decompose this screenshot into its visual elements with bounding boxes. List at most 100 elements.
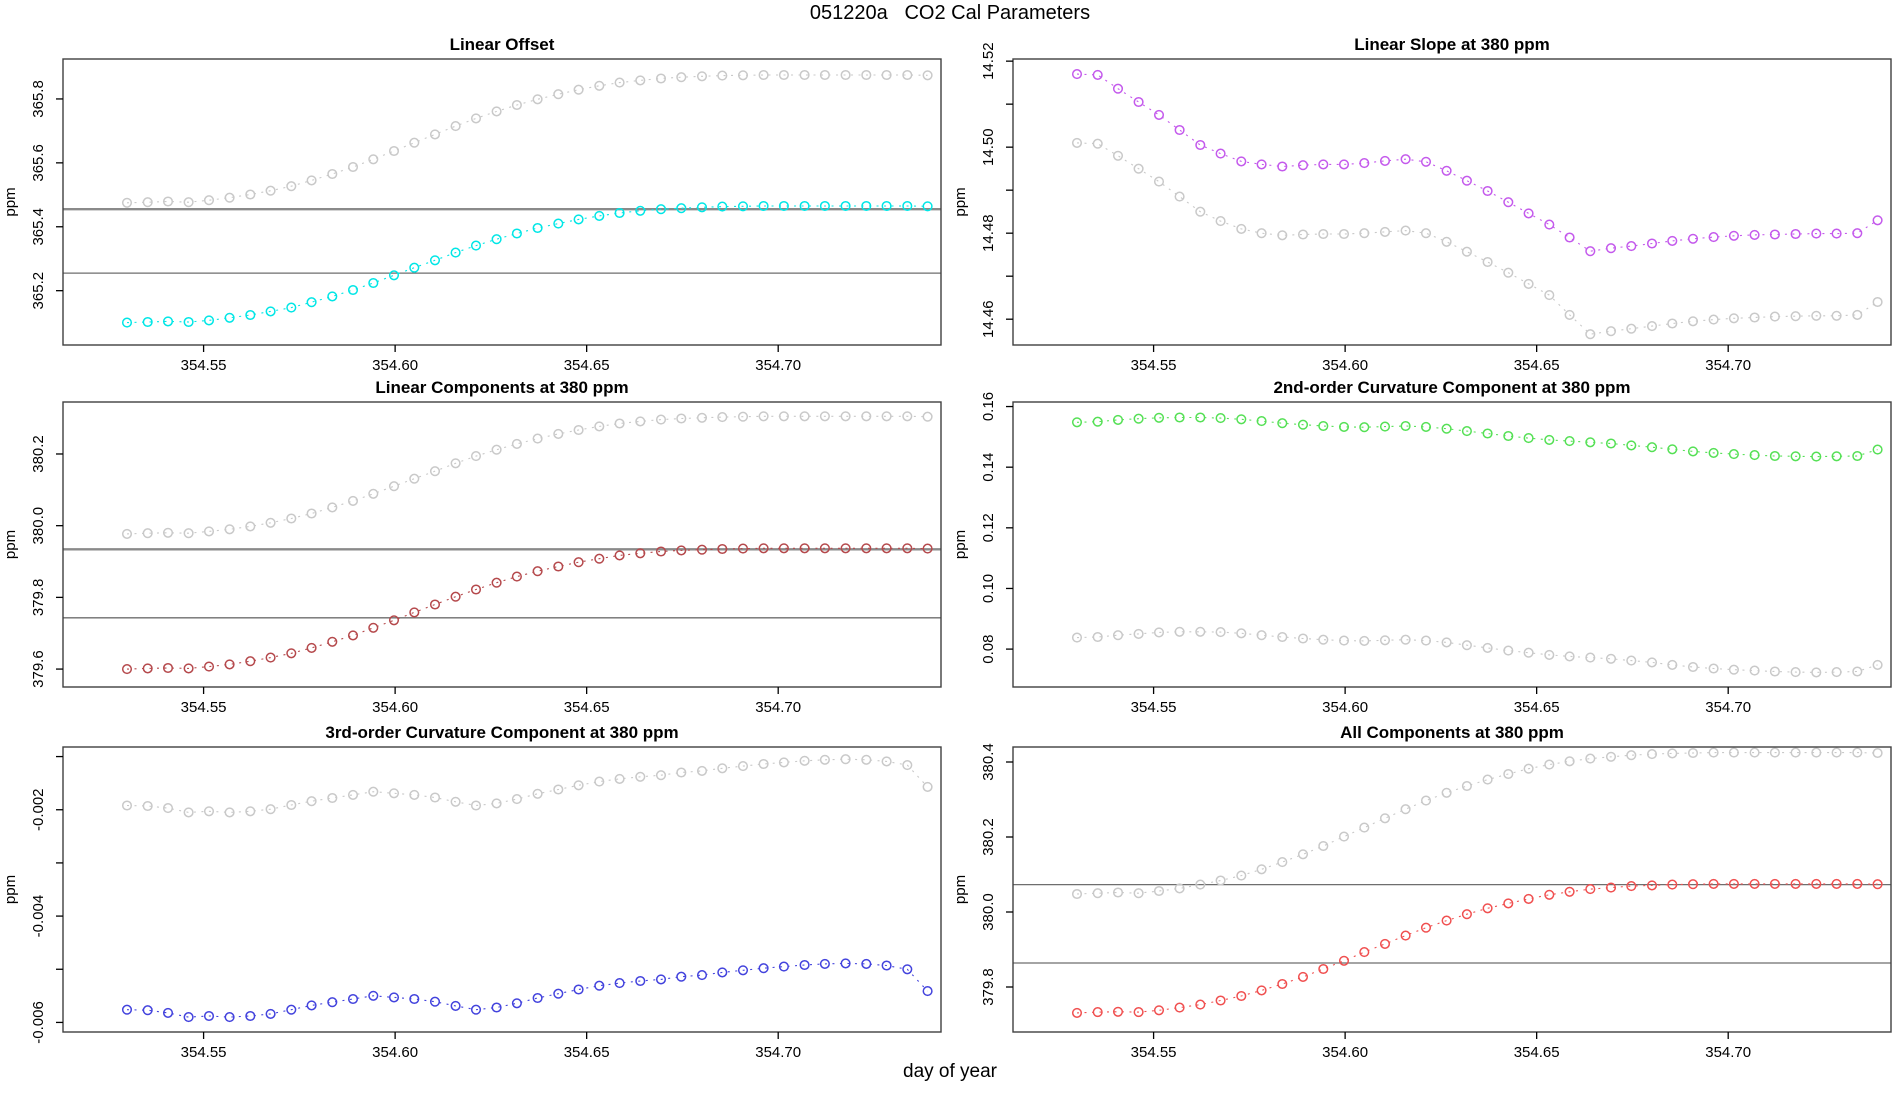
data-point-marker <box>1790 311 1801 322</box>
data-point-marker <box>286 181 297 192</box>
y-tick-label: 365.8 <box>30 80 47 118</box>
data-point-marker <box>1215 995 1226 1006</box>
data-point-marker <box>470 800 482 811</box>
data-point-marker <box>1687 446 1699 457</box>
data-point-marker <box>203 315 215 326</box>
data-point-marker <box>778 543 789 554</box>
data-point-marker <box>1461 426 1472 437</box>
y-tick-label: -0.002 <box>30 788 47 831</box>
data-point-marker <box>511 438 522 449</box>
data-point-marker <box>1133 1007 1144 1018</box>
data-point-marker <box>799 543 810 554</box>
data-point-marker <box>1708 232 1719 243</box>
data-point-marker <box>676 413 687 424</box>
y-tick-label: 14.50 <box>980 128 997 166</box>
series-current-blue-line <box>126 962 929 1018</box>
data-point-marker <box>203 526 215 537</box>
data-point-marker <box>1400 930 1411 941</box>
data-point-marker <box>1728 664 1739 675</box>
data-point-marker <box>1646 442 1658 453</box>
data-point-marker <box>1585 329 1596 340</box>
data-point-marker <box>778 200 789 212</box>
data-point-marker <box>1667 659 1678 670</box>
x-tick-label: 354.70 <box>755 357 801 374</box>
data-point-marker <box>429 255 441 266</box>
data-point-marker <box>696 765 708 776</box>
data-point-marker <box>1852 309 1863 320</box>
y-tick-label: 365.2 <box>30 272 47 310</box>
series-reference-gray-line <box>126 74 928 204</box>
data-point-marker <box>1359 635 1370 646</box>
data-point-marker <box>1523 647 1534 658</box>
data-point-marker <box>1420 922 1432 933</box>
data-point-marker <box>1112 83 1124 94</box>
data-point-marker <box>840 200 851 212</box>
data-point-marker <box>1667 748 1678 759</box>
data-point-marker <box>594 553 605 564</box>
data-point-marker <box>1112 150 1124 161</box>
data-point-marker <box>1359 947 1370 958</box>
data-point-marker <box>1626 241 1637 252</box>
data-point-marker <box>1215 216 1226 227</box>
data-point-marker <box>1503 267 1514 278</box>
data-point-marker <box>1769 747 1780 758</box>
panel-linear-slope-380: 354.55 354.60 354.65 354.70 14.46 14.48 14.50 1… <box>952 35 1892 374</box>
data-point-marker <box>655 974 667 985</box>
data-point-marker <box>1379 226 1391 237</box>
data-point-marker <box>902 964 913 975</box>
data-point-marker <box>532 788 543 799</box>
data-point-marker <box>1318 159 1329 170</box>
data-point-marker <box>1626 323 1637 334</box>
series-current-purple-line <box>1076 73 1878 252</box>
data-point-marker <box>142 1005 153 1016</box>
data-point-marker <box>1564 756 1575 767</box>
data-point-marker <box>368 488 379 499</box>
data-point-marker <box>1174 124 1185 136</box>
data-point-marker <box>573 84 584 95</box>
data-point-marker <box>1236 990 1247 1002</box>
data-point-marker <box>1605 438 1617 449</box>
panel-3rd-order-curvature-380: 354.55 354.60 354.65 354.70 -0.006 -0.004 -0.0… <box>2 723 942 1061</box>
data-point-marker <box>1338 228 1350 240</box>
data-point-marker <box>224 1012 235 1023</box>
data-point-marker <box>655 204 667 215</box>
data-point-marker <box>1277 631 1288 643</box>
y-tick-label: 14.52 <box>980 42 997 80</box>
series-reference-gray-markers <box>121 754 933 818</box>
data-point-marker <box>1708 314 1719 325</box>
data-point-marker <box>1605 882 1617 893</box>
data-point-marker <box>1872 215 1883 226</box>
data-point-marker <box>553 561 564 572</box>
data-point-marker <box>1461 640 1472 651</box>
x-tick-label: 354.65 <box>564 357 610 374</box>
data-point-marker <box>162 662 174 674</box>
data-point-marker <box>778 757 789 768</box>
data-point-marker <box>409 137 420 148</box>
data-point-marker <box>450 247 461 258</box>
data-point-marker <box>1708 878 1719 889</box>
data-point-marker <box>676 767 687 778</box>
x-tick-label: 354.70 <box>755 1044 801 1061</box>
data-point-marker <box>1544 219 1555 230</box>
data-point-marker <box>922 781 933 792</box>
data-point-marker <box>1215 148 1226 159</box>
x-tick-label: 354.60 <box>1322 1044 1368 1061</box>
data-point-marker <box>1585 753 1596 764</box>
data-point-marker <box>778 961 789 972</box>
data-point-marker <box>1749 312 1760 323</box>
series-reference-gray-line <box>1076 752 1878 895</box>
data-point-marker <box>737 543 749 554</box>
data-point-marker <box>1708 747 1719 758</box>
data-point-marker <box>1359 422 1370 433</box>
data-point-marker <box>1564 309 1575 320</box>
y-tick-label: 0.16 <box>980 392 997 421</box>
data-point-marker <box>142 663 153 674</box>
data-point-marker <box>1420 635 1432 646</box>
data-point-marker <box>1215 413 1226 424</box>
data-point-marker <box>1769 878 1780 889</box>
data-point-marker <box>162 803 174 814</box>
data-point-marker <box>1441 787 1452 798</box>
data-point-marker <box>1338 159 1350 170</box>
data-point-marker <box>1769 229 1780 240</box>
